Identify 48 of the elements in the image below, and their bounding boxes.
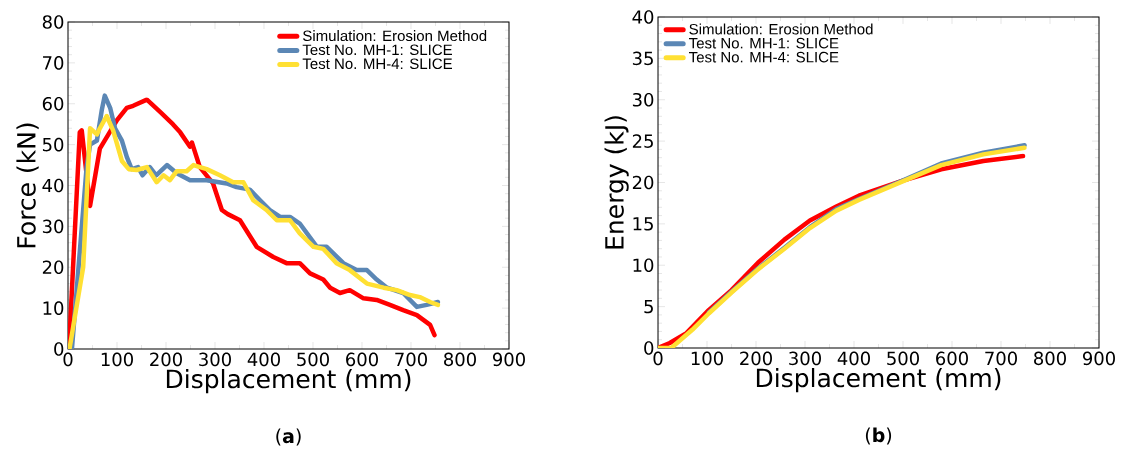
y-tick-label: 15	[633, 217, 653, 231]
text: (a)	[276, 428, 301, 446]
x-tick-label: 400	[247, 352, 280, 367]
legend-label: Simulation: Erosion Method	[689, 23, 873, 35]
x-tick-label: 900	[1082, 351, 1115, 366]
y-tick-label: 80	[42, 15, 64, 29]
x-tick-label: 800	[1034, 351, 1066, 366]
x-tick-label: 200	[150, 352, 182, 367]
y-tick-label: 20	[42, 260, 64, 275]
y-tick-label: 25	[632, 134, 653, 148]
legend-label: Test No. MH-4: SLICE	[689, 51, 839, 63]
y-tick-label: 0	[54, 342, 64, 356]
x-tick-label: 700	[395, 352, 427, 367]
x-tick-label: 500	[887, 351, 919, 366]
text: (b)	[865, 427, 892, 445]
x-tick-label: 500	[297, 352, 329, 367]
y-tick-label: 5	[644, 299, 653, 314]
y-tick-label: 10	[633, 258, 654, 273]
x-tick-label: 200	[740, 351, 772, 366]
x-axis-title: Displacement (mm)	[166, 369, 411, 394]
legend-label: Test No. MH-1: SLICE	[302, 44, 452, 56]
x-tick-label: 400	[837, 351, 870, 366]
x-tick-label: 600	[936, 351, 968, 366]
x-tick-label: 600	[346, 352, 378, 367]
y-axis-title: Energy (kJ)	[604, 116, 629, 249]
y-tick-label: 35	[632, 51, 653, 66]
y-tick-label: 30	[42, 219, 64, 234]
legend-label: Test No. MH-4: SLICE	[302, 58, 452, 70]
x-tick-label: 900	[492, 352, 525, 367]
y-tick-label: 70	[43, 56, 64, 70]
x-tick-label: 100	[101, 352, 133, 367]
y-tick-label: 0	[644, 341, 654, 355]
x-axis-title: Displacement (mm)	[756, 368, 1001, 393]
y-tick-label: 40	[42, 178, 64, 193]
y-tick-label: 10	[43, 301, 64, 315]
y-tick-label: 20	[632, 175, 654, 190]
legend-label: Simulation: Erosion Method	[303, 30, 487, 42]
x-tick-label: 700	[985, 351, 1017, 366]
x-tick-label: 300	[789, 351, 821, 366]
y-axis-title: Force (kN)	[16, 123, 39, 248]
y-tick-label: 60	[42, 96, 64, 111]
x-tick-label: 800	[444, 352, 476, 367]
y-tick-label: 30	[632, 92, 654, 107]
x-tick-label: 300	[199, 352, 231, 367]
legend-label: Test No. MH-1: SLICE	[689, 37, 839, 49]
y-tick-label: 40	[632, 10, 654, 24]
y-tick-label: 50	[42, 137, 64, 152]
x-tick-label: 100	[691, 351, 723, 366]
